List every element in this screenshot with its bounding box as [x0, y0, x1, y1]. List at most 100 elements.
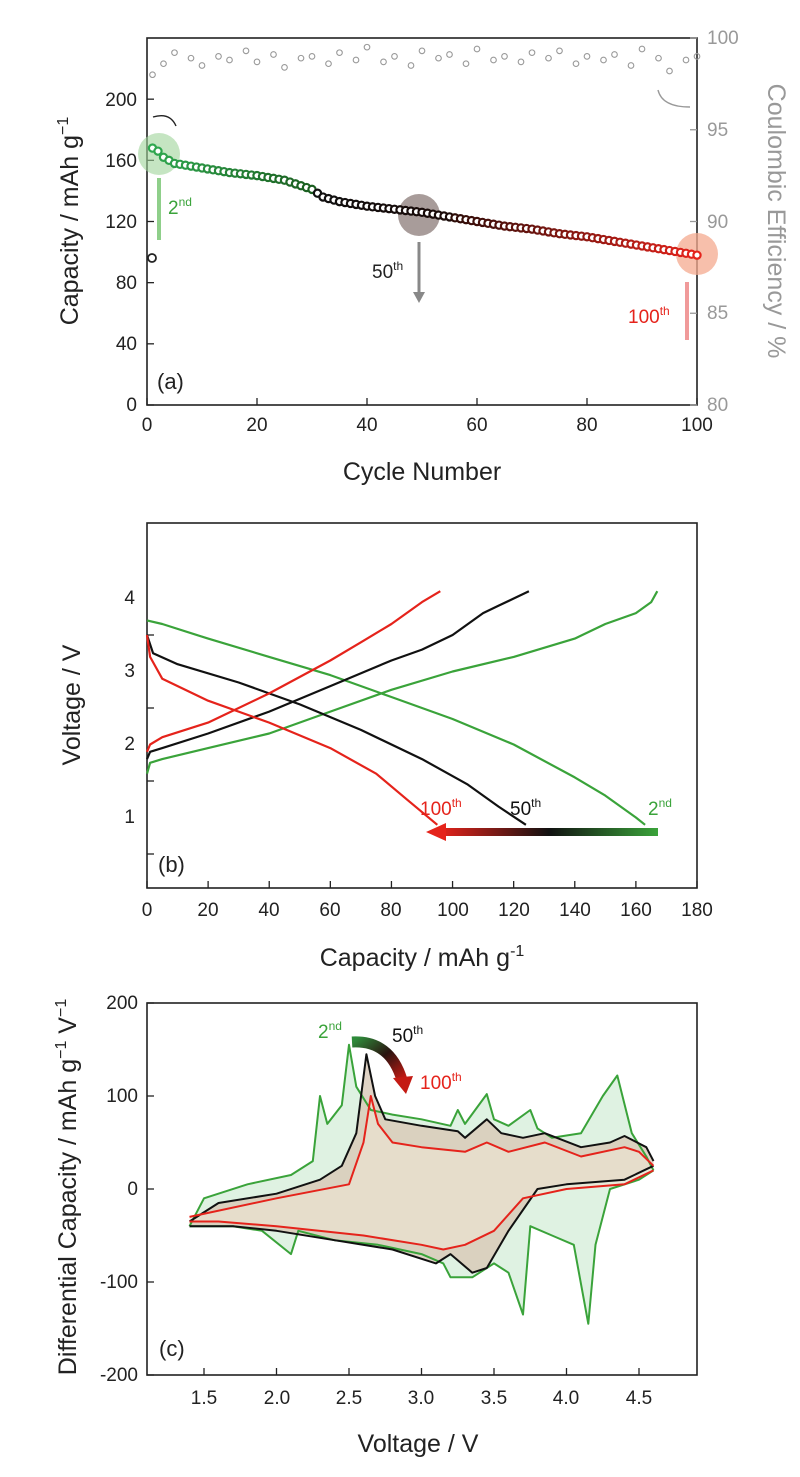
- a-efficiency-marker: [572, 60, 580, 68]
- a-ytick-label: 0: [126, 395, 137, 416]
- c-curve: [189, 1095, 655, 1218]
- b-100th-label: 100th: [420, 796, 462, 820]
- c-ytick-label: 100: [106, 1086, 138, 1107]
- a-xlabel: Cycle Number: [343, 458, 501, 486]
- b-100th-sup: th: [452, 796, 462, 810]
- a-pointer-capacity: [152, 114, 177, 127]
- a-pointer-efficiency: [657, 89, 691, 108]
- a-ytick-label: 120: [105, 212, 137, 233]
- panel-b-frame: [146, 522, 698, 889]
- a-xtick-label: 40: [356, 415, 377, 436]
- c-curve: [189, 1169, 654, 1251]
- a-ytick-label: 200: [105, 90, 137, 111]
- a-100th-num: 100: [628, 307, 660, 328]
- c-ylabel-sup2: −1: [53, 999, 70, 1017]
- a-50th-label: 50th: [372, 259, 403, 283]
- a-ytick-label: 160: [105, 151, 137, 172]
- c-xtick-label: 4.0: [553, 1388, 579, 1409]
- a-y2tick-label: 80: [707, 395, 728, 416]
- a-efficiency-marker: [363, 43, 371, 51]
- a-efficiency-marker: [226, 56, 233, 64]
- a-efficiency-marker: [655, 54, 662, 62]
- a-ylabel-sup: −1: [55, 117, 72, 135]
- a-efficiency-marker: [473, 45, 481, 53]
- a-efficiency-marker: [380, 58, 387, 66]
- b-2nd-label: 2nd: [648, 796, 672, 820]
- a-xtick-label: 0: [142, 415, 153, 436]
- b-xtick-label: 100: [437, 900, 469, 921]
- a-efficiency-marker: [297, 54, 305, 62]
- a-capacity-markers: [147, 143, 702, 260]
- a-efficiency-marker: [215, 52, 222, 60]
- panel-b-curves: [145, 590, 659, 826]
- c-ylabel-text: Differential Capacity / mAh g: [54, 1059, 82, 1375]
- panel-c-fills: [189, 1044, 654, 1324]
- panel-c: 1.5 2.0 2.5 3.0 3.5 4.0 4.5 -200 -100 0 …: [53, 993, 698, 1458]
- b-xtick-label: 180: [681, 900, 713, 921]
- a-efficiency-marker: [325, 60, 332, 68]
- panel-b-label: (b): [158, 852, 185, 877]
- c-100th-label: 100th: [420, 1070, 462, 1094]
- a-efficiency-marker: [198, 62, 206, 69]
- c-2nd-label: 2nd: [318, 1019, 342, 1043]
- c-100th-sup: th: [452, 1070, 462, 1084]
- a-efficiency-marker: [501, 52, 508, 60]
- b-curve: [145, 590, 441, 753]
- c-xtick-label: 4.5: [626, 1388, 652, 1409]
- a-efficiency-marker: [171, 49, 178, 57]
- a-100th-sup: th: [660, 304, 670, 318]
- a-efficiency-marker: [391, 52, 398, 60]
- b-xtick-label: 20: [197, 900, 218, 921]
- a-2nd-sup: nd: [179, 195, 192, 209]
- a-efficiency-marker: [336, 49, 343, 57]
- c-xtick-label: 1.5: [191, 1388, 217, 1409]
- c-2nd-num: 2: [318, 1022, 329, 1043]
- b-xtick-label: 80: [380, 900, 401, 921]
- a-xtick-label: 100: [681, 415, 713, 436]
- a-ylabel: Capacity / mAh g−1: [55, 117, 84, 326]
- c-xtick-label: 3.0: [408, 1388, 434, 1409]
- a-efficiency-marker: [545, 54, 552, 62]
- c-gradient-arrow: [351, 1036, 408, 1082]
- c-ylabel-mid: V: [54, 1017, 82, 1041]
- c-curve: [188, 1043, 655, 1227]
- b-ytick-label: 4: [124, 588, 135, 609]
- a-efficiency-marker: [583, 52, 591, 60]
- panel-c-label: (c): [159, 1336, 185, 1361]
- b-gradient-arrow-bar: [440, 828, 658, 836]
- b-curve: [145, 590, 659, 775]
- a-50th-num: 50: [372, 262, 393, 283]
- c-gradient-arrowhead: [393, 1076, 413, 1094]
- a-efficiency-marker: [418, 47, 426, 55]
- b-2nd-sup: nd: [659, 796, 672, 810]
- a-50th-arrowhead: [413, 292, 425, 303]
- c-ytick-label: -200: [100, 1365, 138, 1386]
- panel-a-label: (a): [157, 369, 184, 394]
- b-50th-label: 50th: [510, 796, 541, 820]
- c-50th-num: 50: [392, 1026, 413, 1047]
- panel-b-tick-labels: 0 20 40 60 80 100 120 140 160 180 1 2 3 …: [124, 588, 712, 921]
- a-y2tick-label: 85: [707, 303, 728, 324]
- b-curve: [146, 619, 646, 826]
- a-y2tick-label: 90: [707, 212, 728, 233]
- c-50th-label: 50th: [392, 1023, 423, 1047]
- a-100th-label: 100th: [628, 304, 670, 328]
- a-efficiency-marker: [242, 47, 250, 55]
- c-curve: [189, 1164, 654, 1274]
- b-xtick-label: 140: [559, 900, 591, 921]
- b-xtick-label: 40: [258, 900, 279, 921]
- b-curve: [145, 634, 439, 826]
- panel-a: 0 20 40 60 80 100 0 40 80 120 160 200 80…: [55, 28, 790, 486]
- b-xtick-label: 60: [319, 900, 340, 921]
- a-efficiency-marker: [281, 64, 288, 71]
- b-100th-num: 100: [420, 799, 452, 820]
- panel-b: 0 20 40 60 80 100 120 140 160 180 1 2 3 …: [58, 522, 713, 972]
- b-curve: [145, 634, 527, 826]
- a-y2tick-label: 95: [707, 120, 728, 141]
- b-gradient-arrowhead: [426, 823, 446, 841]
- a-ylabel-text: Capacity / mAh g: [56, 135, 84, 325]
- a-efficiency-marker: [600, 56, 607, 64]
- b-50th-num: 50: [510, 799, 531, 820]
- c-xtick-label: 2.5: [336, 1388, 362, 1409]
- c-50th-sup: th: [413, 1023, 423, 1037]
